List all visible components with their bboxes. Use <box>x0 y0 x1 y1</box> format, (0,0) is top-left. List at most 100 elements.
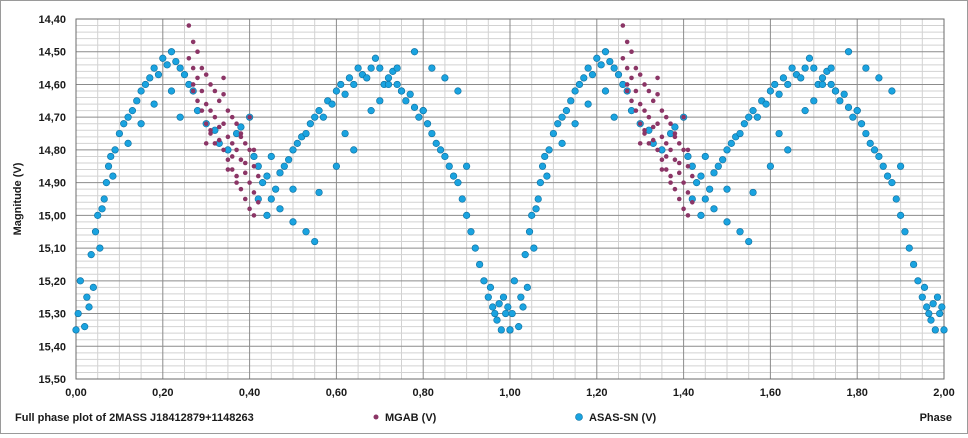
y-tick-label: 14,50 <box>38 47 66 59</box>
mgab-point <box>229 167 235 172</box>
asas-sn-point <box>610 113 618 121</box>
asas-sn-point <box>102 179 110 187</box>
asas-sn-point <box>293 139 301 147</box>
mgab-point <box>251 190 257 195</box>
mgab-point <box>685 163 691 169</box>
x-tick-label: 1,60 <box>760 387 781 399</box>
mgab-point <box>642 82 647 87</box>
mgab-point <box>663 141 669 146</box>
asas-sn-point <box>866 139 874 147</box>
asas-sn-point <box>784 146 792 154</box>
asas-sn-point <box>367 64 375 72</box>
series-mgab <box>186 23 695 218</box>
asas-sn-point <box>827 80 835 89</box>
mgab-point <box>212 141 218 146</box>
asas-sn-point <box>593 54 601 62</box>
asas-sn-point <box>259 179 267 187</box>
mgab-point <box>212 114 218 120</box>
asas-sn-point <box>497 326 505 334</box>
mgab-point <box>212 88 218 94</box>
asas-sn-point <box>844 103 853 111</box>
asas-sn-point <box>888 179 896 187</box>
mgab-point <box>668 121 673 127</box>
asas-sn-point <box>104 162 113 170</box>
asas-sn-point <box>76 277 84 285</box>
mgab-point <box>672 131 678 136</box>
asas-sn-point <box>419 107 427 115</box>
asas-sn-point <box>801 107 809 115</box>
mgab-point <box>633 65 639 71</box>
legend-marker-mgab <box>373 414 379 420</box>
mgab-point <box>642 108 647 113</box>
asas-sn-point <box>89 283 97 291</box>
asas-sn-point <box>94 211 102 219</box>
asas-sn-point <box>85 303 93 311</box>
mgab-point <box>225 108 231 113</box>
mgab-point <box>685 147 691 153</box>
mgab-point <box>663 114 669 120</box>
chart-title: Full phase plot of 2MASS J18412879+11482… <box>15 412 254 424</box>
y-tick-label: 15,50 <box>38 374 66 386</box>
asas-sn-point <box>588 71 597 79</box>
asas-sn-point <box>910 260 918 269</box>
asas-sn-point <box>905 244 913 252</box>
asas-sn-point <box>827 64 835 72</box>
asas-sn-point <box>272 185 280 193</box>
asas-sn-point <box>74 309 82 318</box>
asas-sn-point <box>491 309 499 318</box>
asas-sn-point <box>740 120 748 128</box>
asas-sn-point <box>124 139 132 147</box>
asas-sn-point <box>163 61 171 69</box>
mgab-point <box>668 180 673 185</box>
asas-sn-point <box>545 146 553 154</box>
mgab-point <box>659 108 665 113</box>
asas-sn-point <box>302 129 310 138</box>
mgab-point <box>689 173 695 179</box>
asas-sn-point <box>410 48 419 56</box>
asas-sn-point <box>81 323 89 331</box>
asas-sn-point <box>376 97 384 105</box>
y-tick-label: 14,40 <box>38 14 66 26</box>
asas-sn-point <box>267 152 275 161</box>
asas-sn-point <box>779 74 788 82</box>
asas-sn-point <box>901 228 909 236</box>
mgab-point <box>659 134 665 140</box>
asas-sn-point <box>328 100 336 108</box>
asas-sn-point <box>111 146 119 154</box>
asas-sn-point <box>927 316 935 324</box>
asas-sn-point <box>896 162 905 170</box>
mgab-point <box>650 124 656 130</box>
asas-sn-point <box>766 87 775 95</box>
mgab-point <box>195 98 200 104</box>
asas-sn-point <box>521 251 529 259</box>
asas-sn-point <box>96 244 104 252</box>
asas-sn-point <box>543 172 551 180</box>
mgab-point <box>238 134 244 140</box>
asas-sn-point <box>341 90 349 98</box>
asas-sn-point <box>508 309 516 318</box>
mgab-point <box>216 124 222 130</box>
asas-sn-point <box>554 120 562 128</box>
asas-sn-point <box>693 179 701 187</box>
asas-sn-point <box>606 57 614 66</box>
asas-sn-point <box>723 146 731 154</box>
mgab-point <box>234 121 239 127</box>
asas-sn-point <box>923 303 931 311</box>
asas-sn-point <box>315 107 323 115</box>
asas-sn-point <box>706 185 714 193</box>
asas-sn-point <box>929 300 937 308</box>
asas-sn-point <box>584 64 592 72</box>
asas-sn-point <box>250 152 258 161</box>
asas-sn-point <box>367 107 375 115</box>
asas-sn-point <box>562 107 571 115</box>
mgab-point <box>676 170 682 176</box>
asas-sn-point <box>701 152 709 161</box>
asas-sn-point <box>766 162 775 170</box>
asas-sn-point <box>530 244 538 252</box>
mgab-point <box>629 98 634 104</box>
asas-sn-point <box>454 179 462 187</box>
asas-sn-point <box>91 228 100 236</box>
asas-sn-point <box>415 113 423 121</box>
mgab-point <box>203 121 209 127</box>
